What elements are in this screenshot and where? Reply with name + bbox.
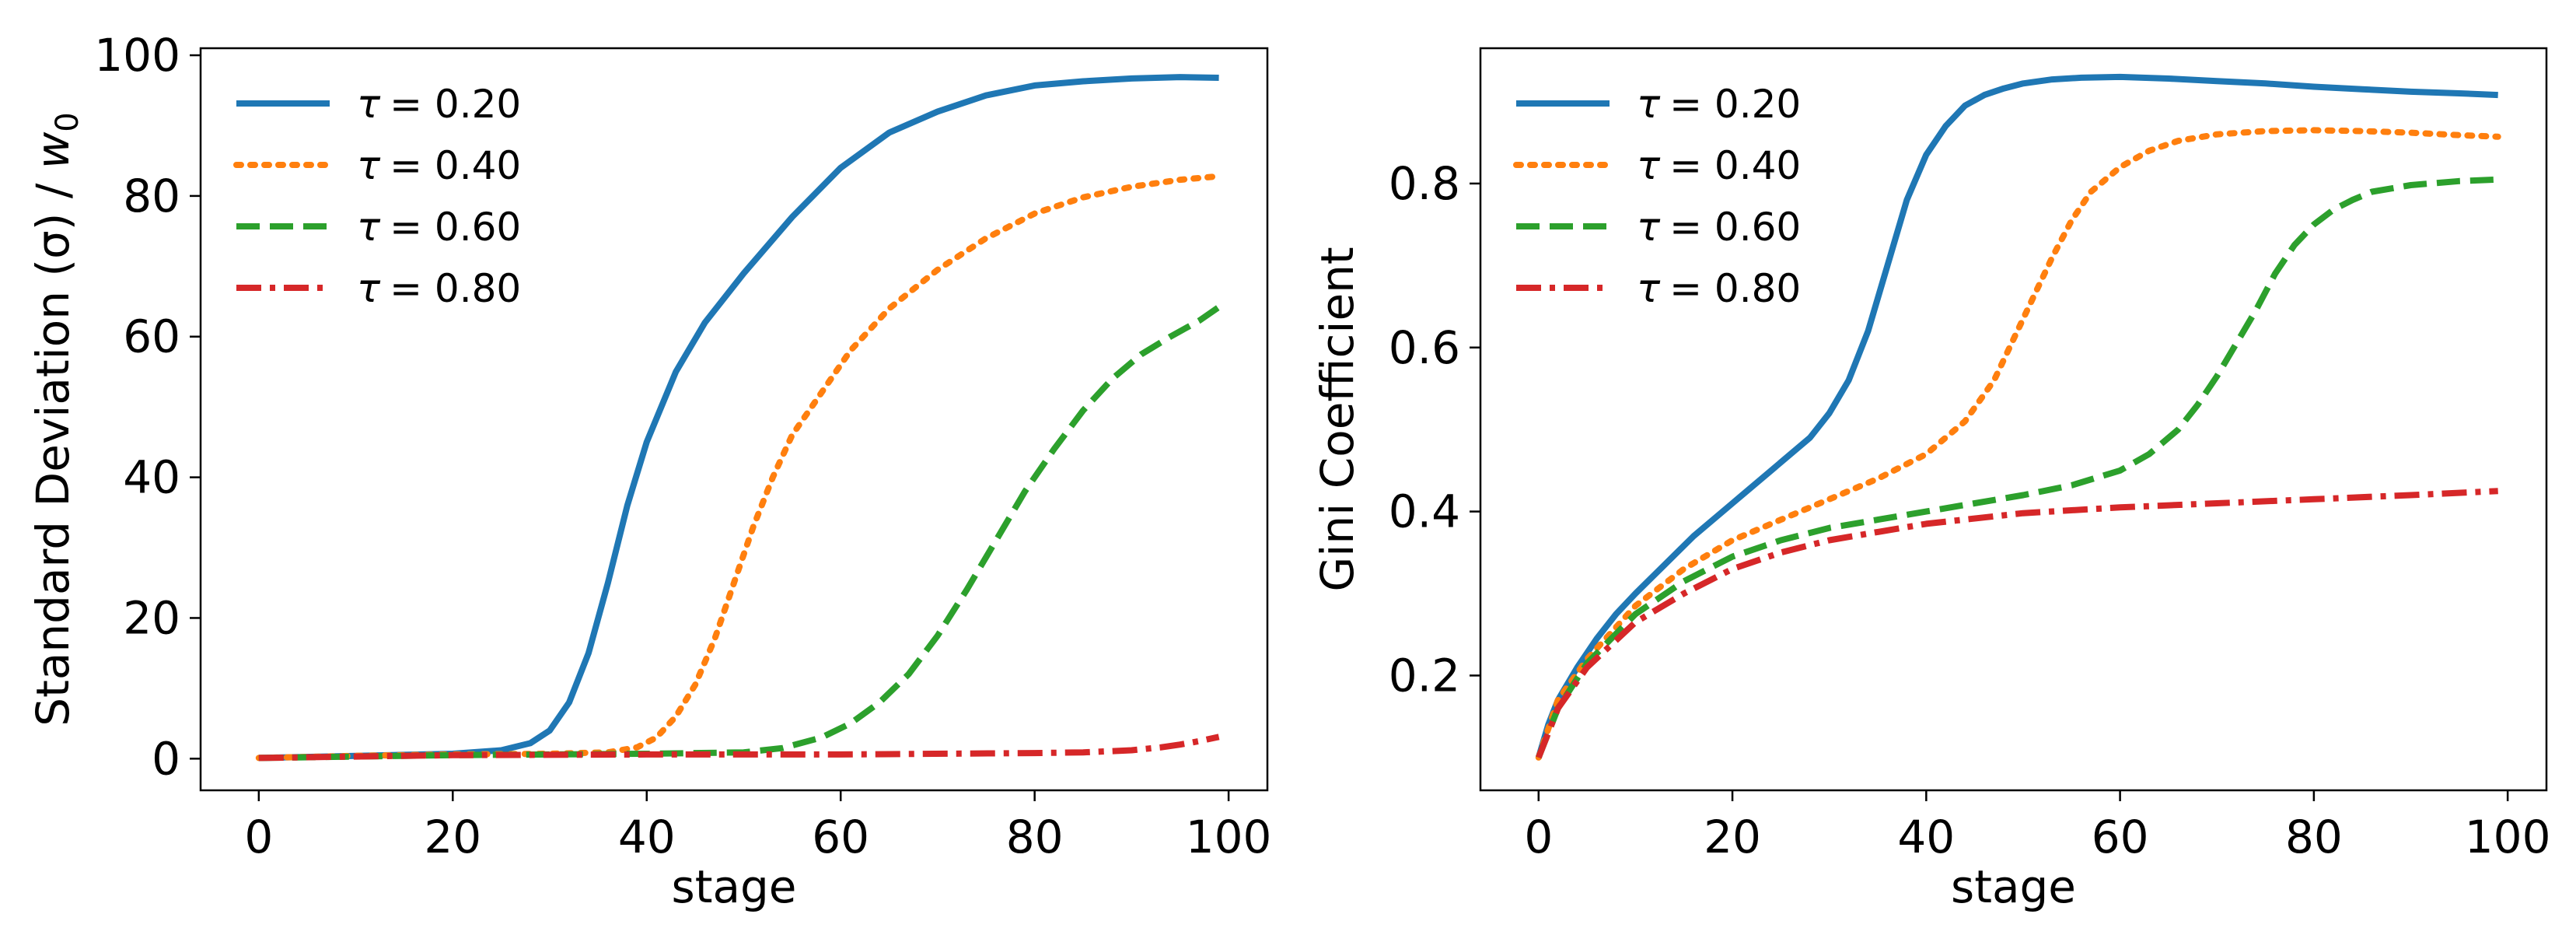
y-tick-label: 0.8: [1389, 157, 1460, 210]
series-line-tau-020: [1535, 73, 2498, 758]
legend: τ = 0.20 τ = 0.40 τ = 0.60 τ = 0.80: [1513, 82, 1801, 311]
x-tick-label: 80: [1006, 811, 1064, 863]
series-line-tau-060: [1536, 176, 2498, 759]
series-line-tau-080: [1536, 488, 2498, 759]
y-axis-label: Standard Deviation (σ) / w0: [26, 112, 86, 726]
series-line-tau-020: [258, 74, 1219, 762]
y-tick-label: 0.4: [1389, 485, 1460, 538]
x-tick-label: 80: [2285, 811, 2343, 863]
legend-entry-label: τ = 0.20: [1637, 82, 1801, 127]
right-chart-gini-coefficient: 0 20 40 60 80 100 0.2 0.4 0.6 0.8 stage Gini Coeffi…: [1311, 47, 2551, 913]
x-tick-label: 0: [244, 811, 273, 863]
legend-entry-label: τ = 0.80: [1637, 266, 1801, 311]
legend: τ = 0.20 τ = 0.40 τ = 0.60 τ = 0.80: [233, 82, 521, 311]
series-line-tau-080: [258, 734, 1220, 762]
axes-frame: [1479, 47, 2548, 792]
series-line-tau-040: [1535, 127, 2501, 761]
legend-entry-label: τ = 0.20: [357, 82, 521, 127]
x-tick-label: 0: [1524, 811, 1553, 863]
legend-entry-label: τ = 0.40: [357, 143, 521, 188]
x-axis-label: stage: [671, 860, 796, 913]
x-tick-label: 40: [1897, 811, 1955, 863]
x-tick-label: 20: [424, 811, 481, 863]
legend-entry-label: τ = 0.40: [1637, 143, 1801, 188]
x-tick-label: 100: [2465, 811, 2551, 863]
y-tick-label: 80: [123, 170, 180, 222]
y-tick-label: 0.6: [1389, 321, 1460, 374]
y-tick-label: 0: [152, 732, 180, 785]
series-line-tau-040: [255, 173, 1222, 762]
x-axis-label: stage: [1951, 860, 2076, 913]
y-tick-label: 100: [94, 29, 180, 82]
x-tick-label: 100: [1186, 811, 1272, 863]
x-tick-label: 40: [618, 811, 676, 863]
y-tick-label: 60: [123, 310, 180, 363]
x-tick-label: 60: [2092, 811, 2149, 863]
series-line-tau-060: [258, 304, 1221, 762]
y-axis-label: Gini Coefficient: [1311, 247, 1364, 591]
y-tick-label: 0.2: [1389, 649, 1460, 702]
y-tick-label: 40: [123, 451, 180, 504]
legend-entry-label: τ = 0.60: [357, 205, 521, 250]
left-chart-std-deviation: 0 20 40 60 80 100 0 20 40 60 80 100 stage Standard De…: [26, 29, 1271, 913]
legend-entry-label: τ = 0.60: [1637, 205, 1801, 250]
legend-entry-label: τ = 0.80: [357, 266, 521, 311]
series-lines: [255, 74, 1222, 762]
series-lines: [1535, 73, 2501, 761]
axes-frame: [199, 47, 1269, 792]
x-tick-label: 60: [812, 811, 869, 863]
y-tick-label: 20: [123, 591, 180, 644]
x-tick-label: 20: [1704, 811, 1761, 863]
